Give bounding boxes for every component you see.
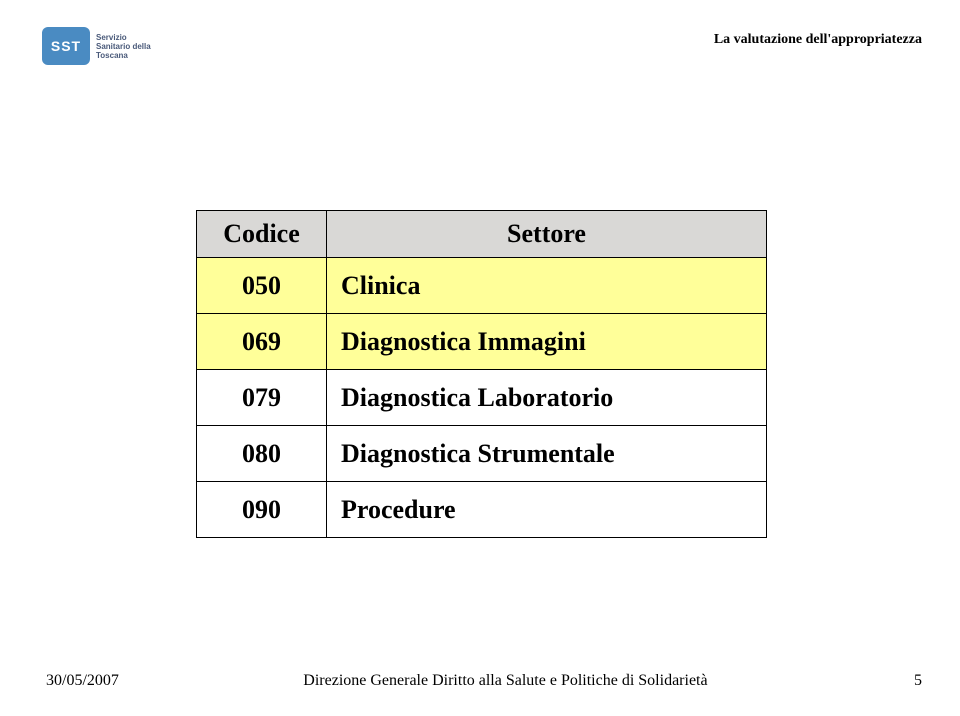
col-header-sector: Settore bbox=[327, 211, 767, 258]
table-row: 069Diagnostica Immagini bbox=[197, 314, 767, 370]
sector-table: Codice Settore 050Clinica069Diagnostica … bbox=[196, 210, 766, 538]
cell-sector: Diagnostica Strumentale bbox=[327, 426, 767, 482]
cell-sector: Diagnostica Immagini bbox=[327, 314, 767, 370]
table-row: 080Diagnostica Strumentale bbox=[197, 426, 767, 482]
cell-sector: Procedure bbox=[327, 482, 767, 538]
table-row: 079Diagnostica Laboratorio bbox=[197, 370, 767, 426]
cell-code: 050 bbox=[197, 258, 327, 314]
cell-code: 079 bbox=[197, 370, 327, 426]
table-header-row: Codice Settore bbox=[197, 211, 767, 258]
cell-sector: Clinica bbox=[327, 258, 767, 314]
table-row: 090Procedure bbox=[197, 482, 767, 538]
table-row: 050Clinica bbox=[197, 258, 767, 314]
table: Codice Settore 050Clinica069Diagnostica … bbox=[196, 210, 767, 538]
cell-sector: Diagnostica Laboratorio bbox=[327, 370, 767, 426]
cell-code: 080 bbox=[197, 426, 327, 482]
header-right-text: La valutazione dell'appropriatezza bbox=[714, 32, 922, 48]
cell-code: 069 bbox=[197, 314, 327, 370]
logo-mark: SST bbox=[42, 27, 90, 65]
footer-page-number: 5 bbox=[892, 672, 922, 690]
col-header-code: Codice bbox=[197, 211, 327, 258]
logo: SST Servizio Sanitario della Toscana bbox=[42, 22, 172, 70]
cell-code: 090 bbox=[197, 482, 327, 538]
footer-date: 30/05/2007 bbox=[46, 672, 119, 690]
footer: 30/05/2007 Direzione Generale Diritto al… bbox=[0, 672, 960, 690]
footer-center: Direzione Generale Diritto alla Salute e… bbox=[119, 672, 892, 690]
logo-side-text: Servizio Sanitario della Toscana bbox=[96, 33, 156, 60]
